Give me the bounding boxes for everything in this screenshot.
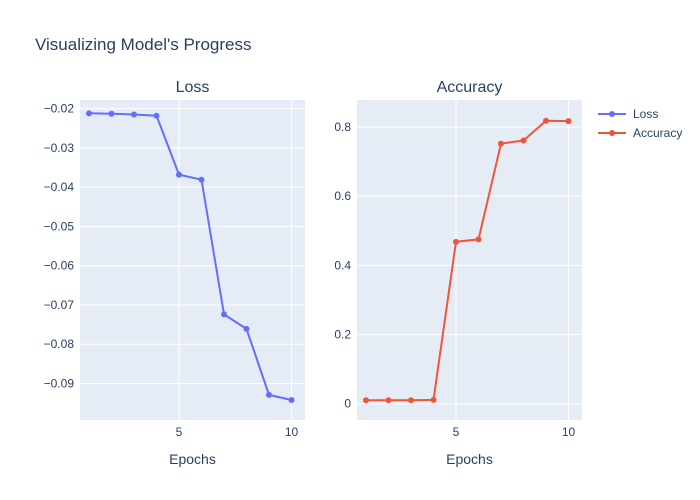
loss-y-tick-label: −0.02 bbox=[44, 102, 75, 116]
accuracy-data-point[interactable] bbox=[408, 397, 414, 404]
accuracy-y-tick-label: 0 bbox=[344, 397, 351, 411]
loss-data-point[interactable] bbox=[288, 396, 295, 403]
legend-item-loss[interactable]: Loss bbox=[598, 107, 658, 121]
loss-y-tick-label: −0.05 bbox=[44, 219, 75, 233]
legend[interactable]: Loss Accuracy bbox=[598, 107, 682, 140]
loss-subplot: −0.02 −0.03 −0.04 −0.05 −0.06 −0.07 −0.08 −0.09… bbox=[44, 79, 305, 467]
loss-data-point[interactable] bbox=[243, 325, 250, 332]
legend-label-accuracy: Accuracy bbox=[633, 126, 682, 140]
accuracy-x-tick-label: 5 bbox=[453, 425, 460, 439]
loss-y-tick-label: −0.07 bbox=[44, 298, 75, 312]
accuracy-y-tick-label: 0.2 bbox=[334, 328, 351, 342]
accuracy-data-point[interactable] bbox=[475, 236, 482, 243]
loss-data-point[interactable] bbox=[198, 176, 205, 183]
accuracy-data-point[interactable] bbox=[453, 238, 459, 245]
accuracy-series-line bbox=[366, 119, 569, 402]
loss-series-line bbox=[88, 112, 292, 401]
accuracy-y-tick-label: 0.4 bbox=[334, 258, 351, 272]
legend-marker-accuracy bbox=[609, 130, 615, 136]
accuracy-subplot: 0 0.2 0.4 0.6 0.8 5 10 Accuracy Epochs bbox=[334, 79, 582, 467]
accuracy-data-point[interactable] bbox=[363, 397, 369, 404]
legend-marker-loss bbox=[609, 111, 615, 117]
loss-x-tick-label: 10 bbox=[285, 425, 299, 439]
accuracy-data-point[interactable] bbox=[385, 397, 392, 404]
accuracy-data-point[interactable] bbox=[543, 117, 549, 124]
loss-data-point[interactable] bbox=[86, 110, 92, 117]
legend-item-accuracy[interactable]: Accuracy bbox=[598, 126, 682, 140]
loss-y-tick-label: −0.03 bbox=[44, 141, 75, 155]
accuracy-y-tick-label: 0.6 bbox=[334, 189, 351, 203]
figure-title: Visualizing Model's Progress bbox=[35, 35, 251, 54]
loss-y-tick-label: −0.08 bbox=[44, 337, 75, 351]
accuracy-plot-area bbox=[357, 100, 582, 420]
loss-data-point[interactable] bbox=[266, 391, 272, 398]
legend-label-loss: Loss bbox=[633, 107, 658, 121]
accuracy-x-axis-label: Epochs bbox=[446, 451, 493, 467]
accuracy-data-point[interactable] bbox=[520, 137, 527, 144]
loss-plot-area bbox=[80, 100, 305, 420]
loss-subplot-title: Loss bbox=[176, 79, 210, 96]
loss-x-axis-label: Epochs bbox=[169, 451, 216, 467]
loss-y-tick-label: −0.09 bbox=[44, 376, 75, 390]
loss-data-point[interactable] bbox=[131, 111, 137, 118]
accuracy-x-tick-label: 10 bbox=[562, 425, 576, 439]
loss-y-tick-label: −0.06 bbox=[44, 259, 75, 273]
accuracy-y-tick-label: 0.8 bbox=[334, 120, 351, 134]
accuracy-data-point[interactable] bbox=[565, 118, 572, 125]
loss-data-point[interactable] bbox=[221, 311, 227, 318]
accuracy-data-point[interactable] bbox=[498, 140, 504, 147]
loss-y-tick-label: −0.04 bbox=[44, 180, 75, 194]
accuracy-subplot-title: Accuracy bbox=[437, 79, 503, 96]
loss-x-tick-label: 5 bbox=[176, 425, 183, 439]
loss-data-point[interactable] bbox=[176, 171, 182, 178]
accuracy-data-point[interactable] bbox=[430, 396, 437, 403]
loss-data-point[interactable] bbox=[153, 112, 160, 119]
loss-data-point[interactable] bbox=[108, 110, 115, 117]
